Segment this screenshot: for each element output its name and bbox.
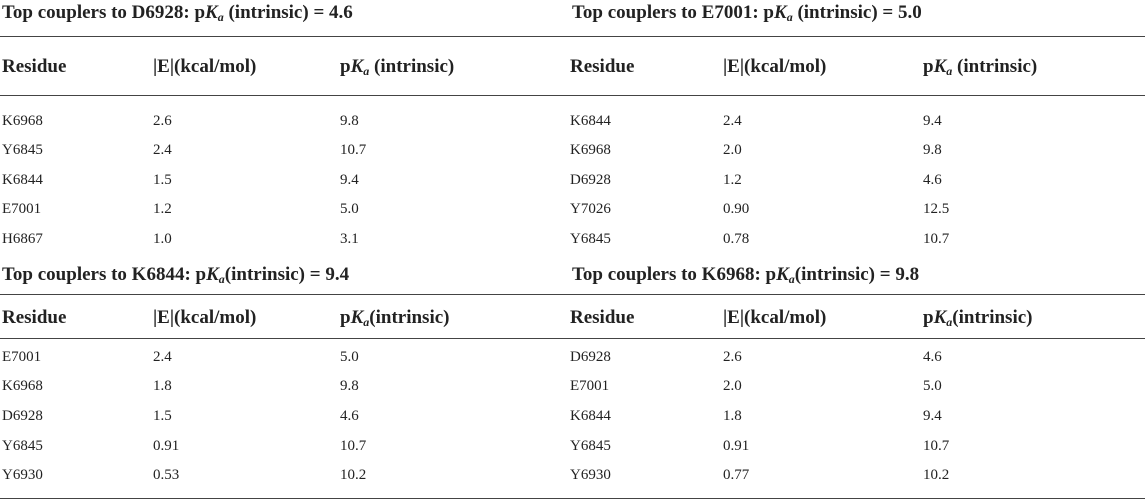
header-energy: |E|(kcal/mol) — [153, 307, 257, 328]
cell-residue: D6928 — [2, 408, 43, 424]
cell-pka: 5.0 — [923, 378, 942, 394]
bottom-rule — [0, 498, 570, 499]
cell-pka: 10.7 — [923, 438, 950, 454]
cell-pka: 3.1 — [340, 231, 359, 247]
header-energy: |E|(kcal/mol) — [723, 56, 827, 77]
cell-pka: 10.7 — [340, 438, 367, 454]
header-residue: Residue — [2, 307, 67, 328]
header-rule — [570, 95, 1145, 96]
cell-energy: 2.4 — [153, 349, 172, 365]
cell-pka: 5.0 — [340, 201, 359, 217]
cell-pka: 10.7 — [340, 142, 367, 158]
cell-energy: 1.0 — [153, 231, 172, 247]
cell-pka: 12.5 — [923, 201, 950, 217]
cell-residue: D6928 — [570, 172, 611, 188]
cell-energy: 0.77 — [723, 467, 750, 483]
cell-residue: K6844 — [2, 172, 43, 188]
header-pka: pKa(intrinsic) — [923, 307, 1033, 329]
table-k6968: Top couplers to K6968: pKa(intrinsic) = … — [570, 262, 1145, 499]
cell-energy: 0.91 — [153, 438, 180, 454]
cell-pka: 10.2 — [340, 467, 367, 483]
table-title: Top couplers to E7001: pKa (intrinsic) =… — [572, 2, 922, 24]
cell-energy: 0.91 — [723, 438, 750, 454]
cell-residue: Y6930 — [570, 467, 611, 483]
cell-pka: 5.0 — [340, 349, 359, 365]
header-rule — [0, 338, 570, 339]
cell-pka: 10.7 — [923, 231, 950, 247]
cell-energy: 1.5 — [153, 172, 172, 188]
header-residue: Residue — [570, 307, 635, 328]
cell-energy: 1.8 — [723, 408, 742, 424]
top-rule — [570, 36, 1145, 37]
cell-energy: 2.6 — [153, 113, 172, 129]
header-energy: |E|(kcal/mol) — [153, 56, 257, 77]
cell-residue: Y6930 — [2, 467, 43, 483]
cell-pka: 9.4 — [340, 172, 359, 188]
header-energy: |E|(kcal/mol) — [723, 307, 827, 328]
top-rule — [570, 294, 1145, 295]
cell-energy: 2.0 — [723, 142, 742, 158]
top-rule — [0, 36, 570, 37]
table-title: Top couplers to K6844: pKa(intrinsic) = … — [2, 264, 350, 286]
cell-residue: E7001 — [2, 201, 42, 217]
header-pka: pKa (intrinsic) — [923, 56, 1038, 78]
cell-pka: 9.8 — [923, 142, 942, 158]
cell-residue: Y6845 — [2, 142, 43, 158]
top-rule — [0, 294, 570, 295]
cell-energy: 2.4 — [153, 142, 172, 158]
cell-residue: H6867 — [2, 231, 43, 247]
cell-energy: 2.6 — [723, 349, 742, 365]
cell-residue: Y6845 — [570, 438, 611, 454]
table-e7001: Top couplers to E7001: pKa (intrinsic) =… — [570, 0, 1145, 247]
cell-energy: 0.90 — [723, 201, 750, 217]
cell-residue: K6844 — [570, 408, 611, 424]
header-rule — [0, 95, 570, 96]
bottom-rule — [570, 498, 1145, 499]
cell-residue: K6968 — [2, 378, 43, 394]
cell-energy: 1.2 — [153, 201, 172, 217]
cell-pka: 9.4 — [923, 113, 942, 129]
cell-pka: 9.8 — [340, 378, 359, 394]
cell-residue: Y6845 — [570, 231, 611, 247]
cell-residue: Y6845 — [2, 438, 43, 454]
header-pka: pKa (intrinsic) — [340, 56, 455, 78]
cell-energy: 1.8 — [153, 378, 172, 394]
cell-pka: 4.6 — [923, 349, 942, 365]
cell-energy: 0.78 — [723, 231, 750, 247]
cell-residue: E7001 — [570, 378, 610, 394]
cell-pka: 4.6 — [923, 172, 942, 188]
table-title: Top couplers to K6968: pKa(intrinsic) = … — [572, 264, 920, 286]
header-rule — [570, 338, 1145, 339]
header-residue: Residue — [570, 56, 635, 77]
cell-residue: D6928 — [570, 349, 611, 365]
table-d6928: Top couplers to D6928: pKa (intrinsic) =… — [0, 0, 570, 247]
table-k6844: Top couplers to K6844: pKa(intrinsic) = … — [0, 262, 570, 499]
cell-residue: K6968 — [2, 113, 43, 129]
cell-energy: 1.5 — [153, 408, 172, 424]
cell-pka: 9.4 — [923, 408, 942, 424]
cell-residue: K6844 — [570, 113, 611, 129]
cell-energy: 2.0 — [723, 378, 742, 394]
cell-energy: 2.4 — [723, 113, 742, 129]
cell-pka: 4.6 — [340, 408, 359, 424]
cell-residue: E7001 — [2, 349, 42, 365]
cell-pka: 9.8 — [340, 113, 359, 129]
cell-energy: 0.53 — [153, 467, 180, 483]
cell-residue: Y7026 — [570, 201, 611, 217]
header-residue: Residue — [2, 56, 67, 77]
header-pka: pKa(intrinsic) — [340, 307, 450, 329]
table-title: Top couplers to D6928: pKa (intrinsic) =… — [2, 2, 353, 24]
cell-energy: 1.2 — [723, 172, 742, 188]
cell-pka: 10.2 — [923, 467, 950, 483]
cell-residue: K6968 — [570, 142, 611, 158]
